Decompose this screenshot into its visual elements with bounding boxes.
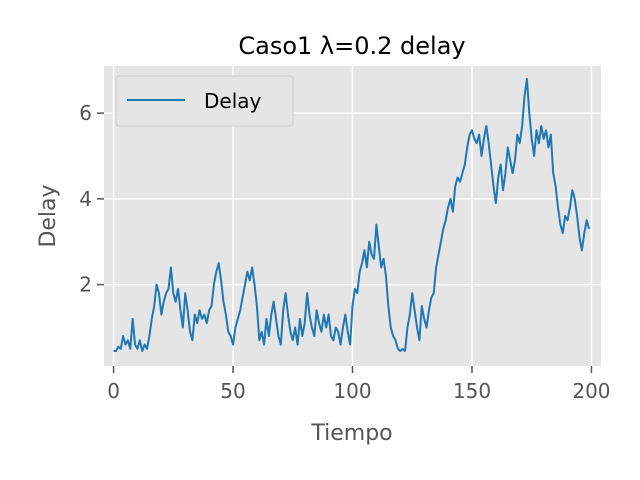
x-axis-label: Tiempo bbox=[310, 421, 392, 446]
series-line-delay bbox=[113, 77, 591, 352]
x-tick-label: 100 bbox=[333, 379, 371, 403]
x-axis: 0 50 100 150 200 bbox=[107, 366, 611, 403]
y-axis: 2 4 6 bbox=[79, 101, 104, 297]
y-tick-label: 2 bbox=[79, 273, 92, 297]
legend-box bbox=[115, 75, 294, 127]
legend-label: Delay bbox=[204, 89, 262, 113]
x-tick-label: 150 bbox=[453, 379, 491, 403]
x-tick-label: 0 bbox=[107, 379, 120, 403]
y-tick-label: 4 bbox=[79, 187, 92, 211]
legend: Delay bbox=[115, 75, 294, 127]
y-axis-label: Delay bbox=[36, 184, 61, 247]
chart-title: Caso1 λ=0.2 delay bbox=[238, 32, 465, 60]
x-tick-label: 200 bbox=[572, 379, 610, 403]
y-tick-label: 6 bbox=[79, 101, 92, 125]
x-tick-label: 50 bbox=[220, 379, 245, 403]
